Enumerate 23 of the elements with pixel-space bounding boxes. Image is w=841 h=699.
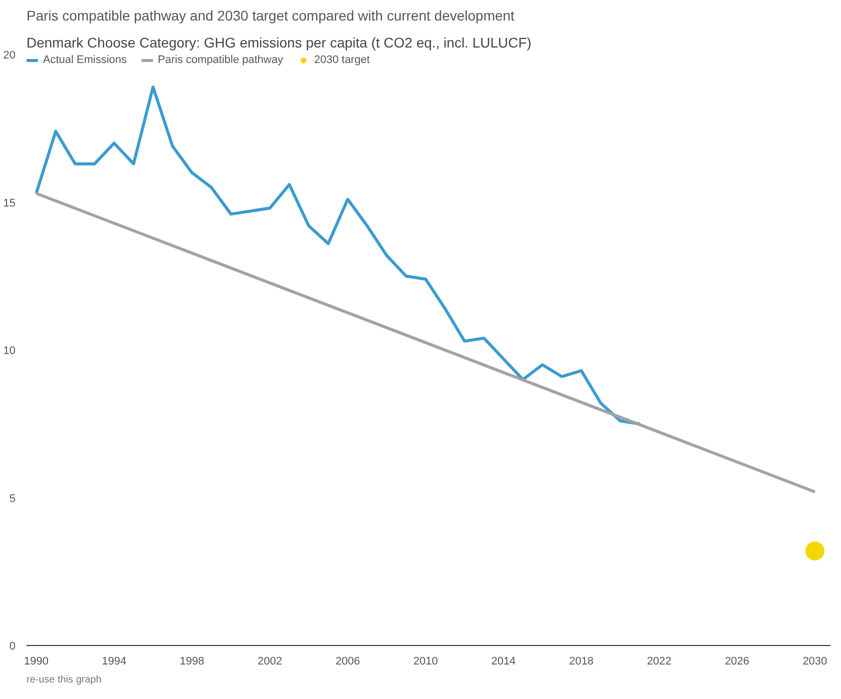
legend-label: 2030 target [314, 54, 370, 66]
x-tick-label: 1990 [24, 656, 48, 668]
text: re-use this graph [26, 674, 102, 686]
x-tick-label: 2002 [258, 656, 282, 668]
y-tick-label: 5 [9, 492, 16, 505]
y-tick-label: 0 [9, 640, 16, 652]
x-tick-label: 2014 [491, 656, 516, 668]
x-tick-label: 2010 [413, 656, 438, 668]
y-tick-label: 10 [3, 345, 16, 357]
x-tick-label: 2022 [646, 656, 672, 668]
x-tick-label: 2006 [335, 656, 360, 668]
y-tick-label: 15 [3, 197, 16, 210]
legend-label: Actual Emissions [43, 54, 127, 66]
text: Denmark Choose Category: GHG emissions per capita (t CO2 eq., incl. LULUCF) [26, 34, 532, 50]
x-tick-label: 1998 [180, 656, 204, 668]
x-tick-label: 1994 [102, 656, 126, 668]
x-tick-label: 2030 [802, 656, 828, 668]
x-tick-label: 2018 [569, 656, 594, 668]
y-tick-label: 20 [3, 50, 16, 62]
x-tick-label: 2026 [724, 656, 750, 668]
line-series [34, 86, 642, 426]
chart-title: Paris compatible pathway and 2030 target compared with current development [26, 8, 515, 24]
legend-label: Paris compatible pathway [158, 54, 284, 66]
